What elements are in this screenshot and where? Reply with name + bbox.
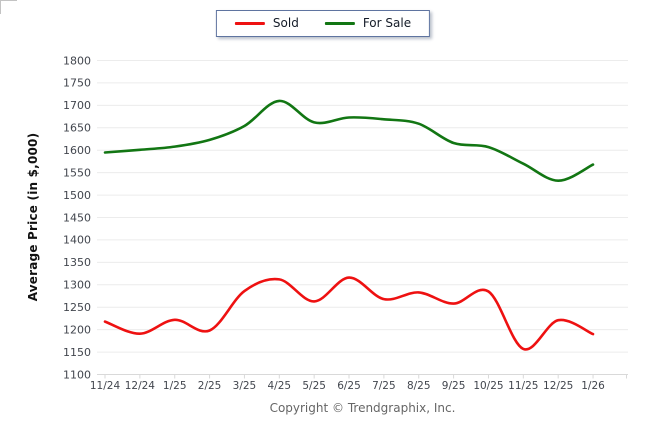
chart-legend: Sold For Sale <box>215 10 431 37</box>
legend-label-for-sale: For Sale <box>362 16 412 30</box>
x-tick-labels: 11/24 12/24 1/25 2/25 3/25 4/25 5/25 6/25 7/25 8/… <box>90 380 605 392</box>
y-tick-label: 1250 <box>63 301 91 314</box>
x-tick-label: 1/26 <box>581 380 605 392</box>
sold-line-swatch <box>234 22 265 25</box>
x-tick-label: 11/24 <box>90 380 121 392</box>
y-tick-label: 1100 <box>63 368 91 381</box>
x-tick-label: 5/25 <box>302 380 326 392</box>
x-tick-label: 6/25 <box>337 380 361 392</box>
y-tick-label: 1800 <box>63 54 91 67</box>
y-tick-label: 1400 <box>63 234 91 247</box>
legend-item-sold: Sold <box>234 16 299 30</box>
x-tick-label: 3/25 <box>233 380 257 392</box>
x-tick-label: 8/25 <box>407 380 431 392</box>
y-tick-label: 1700 <box>63 99 91 112</box>
for-sale-line-swatch <box>324 22 355 25</box>
legend-label-sold: Sold <box>272 16 299 30</box>
x-tick-label: 9/25 <box>442 380 466 392</box>
x-tick-label: 4/25 <box>268 380 292 392</box>
x-ticks <box>104 374 627 379</box>
y-tick-label: 1600 <box>63 144 91 157</box>
x-tick-label: 12/24 <box>125 380 156 392</box>
y-tick-label: 1200 <box>63 323 91 336</box>
y-tick-label: 1750 <box>63 77 91 90</box>
sold-line <box>103 276 595 351</box>
x-tick-label: 7/25 <box>372 380 396 392</box>
x-tick-label: 2/25 <box>198 380 222 392</box>
y-tick-label: 1350 <box>63 256 91 269</box>
page-corner-border <box>0 0 17 14</box>
x-tick-label: 10/25 <box>473 380 503 392</box>
copyright-text: Copyright © Trendgraphix, Inc. <box>269 401 456 415</box>
x-tick-label: 1/25 <box>163 380 187 392</box>
x-tick-label: 11/25 <box>508 380 538 392</box>
y-tick-label: 1300 <box>63 279 91 292</box>
y-tick-label: 1550 <box>63 166 91 179</box>
legend-item-for-sale: For Sale <box>324 16 412 30</box>
y-tick-label: 1500 <box>63 189 91 202</box>
y-tick-label: 1450 <box>63 211 91 224</box>
y-tick-label: 1150 <box>63 346 91 359</box>
for-sale-line <box>103 99 595 183</box>
y-tick-labels: 1100 1150 1200 1250 1300 1350 1400 1450 1500 1550… <box>63 54 91 381</box>
x-tick-label: 12/25 <box>543 380 573 392</box>
y-tick-label: 1650 <box>63 122 91 135</box>
